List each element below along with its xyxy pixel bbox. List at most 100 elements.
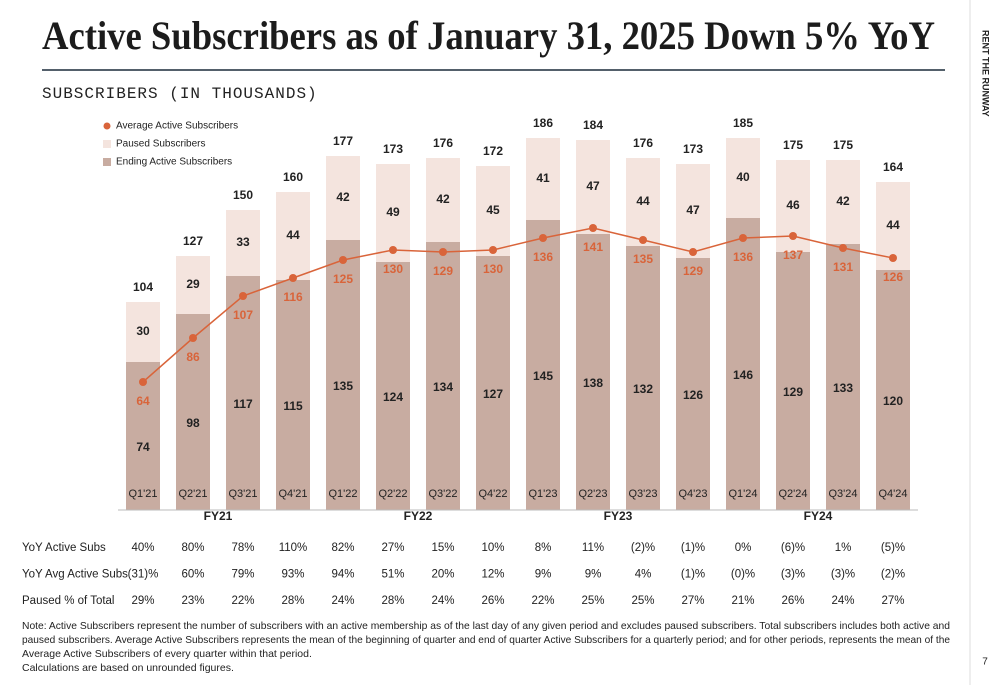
avg-label: 116 [283, 290, 303, 304]
bar-segment [226, 276, 260, 510]
fiscal-year-label: FY21 [204, 509, 233, 523]
total-label: 173 [683, 142, 703, 156]
table-cell: (1)% [681, 569, 705, 581]
data-label: 145 [533, 369, 553, 383]
bar-segment [876, 270, 910, 510]
avg-label: 64 [136, 394, 150, 408]
data-label: 133 [833, 381, 853, 395]
table-cell: 27% [881, 595, 904, 607]
note-line: Note: Active Subscribers represent the n… [22, 620, 950, 632]
data-label: 47 [586, 179, 600, 193]
fiscal-year-label: FY23 [604, 509, 633, 523]
total-label: 127 [183, 234, 203, 248]
data-label: 134 [433, 380, 453, 394]
x-tick-label: Q3'22 [428, 488, 457, 500]
avg-label: 130 [483, 262, 503, 276]
bar-segment [826, 244, 860, 510]
table-cell: 27% [681, 595, 704, 607]
table-cell: 25% [581, 595, 604, 607]
bar-segment [376, 164, 410, 262]
total-label: 176 [633, 136, 653, 150]
avg-point [639, 236, 647, 244]
data-label: 33 [236, 235, 250, 249]
row-label: YoY Active Subs [22, 542, 106, 554]
bar-segment [326, 156, 360, 240]
table-cell: 94% [331, 569, 354, 581]
table-cell: 51% [381, 569, 404, 581]
x-tick-label: Q2'21 [178, 488, 207, 500]
data-label: 74 [136, 440, 150, 454]
legend-marker [103, 122, 111, 130]
avg-point [689, 248, 697, 256]
note-line: Average Active Subscribers of every quar… [22, 648, 312, 660]
avg-point [589, 224, 597, 232]
note-line: Calculations are based on unrounded figu… [22, 662, 234, 674]
data-label: 115 [283, 399, 303, 413]
x-tick-label: Q2'22 [378, 488, 407, 500]
avg-point [239, 292, 247, 300]
table-cell: 23% [181, 595, 204, 607]
table-cell: 22% [231, 595, 254, 607]
avg-label: 137 [783, 248, 803, 262]
data-label: 124 [383, 390, 403, 404]
data-label: 42 [836, 194, 850, 208]
total-label: 160 [283, 170, 303, 184]
data-label: 46 [786, 198, 800, 212]
data-label: 117 [233, 397, 253, 411]
legend-marker [103, 158, 111, 166]
bar-segment [626, 158, 660, 246]
bar-segment [176, 256, 210, 314]
x-tick-label: Q1'22 [328, 488, 357, 500]
avg-label: 136 [533, 250, 553, 264]
table-cell: 24% [831, 595, 854, 607]
bar-segment [476, 166, 510, 256]
row-label: YoY Avg Active Subs [22, 569, 128, 581]
table-cell: 25% [631, 595, 654, 607]
table-cell: (5)% [881, 542, 905, 554]
x-tick-label: Q2'24 [778, 488, 807, 500]
avg-line [142, 227, 894, 383]
legend-label: Paused Subscribers [116, 139, 206, 150]
bar-segment [126, 302, 160, 362]
data-label: 40 [736, 170, 750, 184]
avg-label: 129 [683, 264, 703, 278]
table-cell: (31)% [128, 569, 159, 581]
bar-segment [476, 256, 510, 510]
bar-segment [226, 210, 260, 276]
table-cell: 80% [181, 542, 204, 554]
avg-label: 86 [186, 350, 200, 364]
table-cell: (1)% [681, 542, 705, 554]
legend-marker [103, 140, 111, 148]
table-cell: 8% [535, 542, 552, 554]
fiscal-year-label: FY24 [804, 509, 833, 523]
bar-segment [276, 280, 310, 510]
avg-point [739, 234, 747, 242]
table-cell: 29% [131, 595, 154, 607]
avg-point [389, 246, 397, 254]
total-label: 175 [833, 138, 853, 152]
table-cell: 4% [635, 569, 652, 581]
x-tick-label: Q2'23 [578, 488, 607, 500]
avg-point [539, 234, 547, 242]
table-cell: 93% [281, 569, 304, 581]
table-cell: 24% [431, 595, 454, 607]
total-label: 173 [383, 142, 403, 156]
bar-segment [126, 362, 160, 510]
avg-point [339, 256, 347, 264]
data-label: 45 [486, 203, 500, 217]
bar-segment [776, 252, 810, 510]
bar-segment [826, 160, 860, 244]
bar-segment [426, 242, 460, 510]
table-cell: 28% [281, 595, 304, 607]
table-cell: (2)% [631, 542, 655, 554]
x-tick-label: Q4'24 [878, 488, 907, 500]
total-label: 176 [433, 136, 453, 150]
data-label: 98 [186, 416, 200, 430]
x-tick-label: Q4'21 [278, 488, 307, 500]
avg-label: 141 [583, 240, 603, 254]
x-tick-label: Q4'23 [678, 488, 707, 500]
chart-title: Active Subscribers as of January 31, 202… [42, 13, 935, 58]
table-cell: (6)% [781, 542, 805, 554]
data-label: 42 [336, 190, 350, 204]
note-line: paused subscribers. Average Active Subsc… [22, 634, 950, 646]
